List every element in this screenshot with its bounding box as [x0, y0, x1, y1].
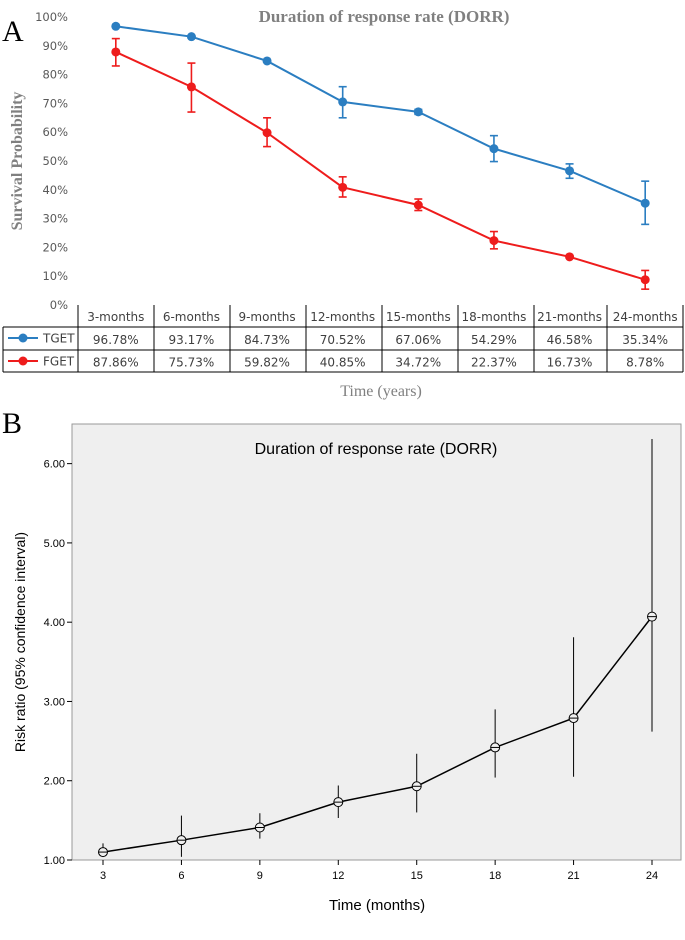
- y-tick-label: 10%: [42, 269, 68, 283]
- data-point-tget: [186, 32, 196, 42]
- x-tick-label: 21: [567, 870, 579, 882]
- table-value-cell-fget: 40.85%: [320, 356, 366, 370]
- risk-ratio-line: [102, 616, 653, 853]
- x-tick-label: 12: [332, 870, 344, 882]
- data-point-fget: [489, 236, 499, 246]
- data-point-fget: [262, 128, 272, 138]
- y-tick-label: 20%: [42, 240, 68, 254]
- y-tick-label: 1.00: [44, 855, 65, 867]
- table-value-cell-tget: 96.78%: [93, 333, 139, 347]
- panel-a-y-axis-label: Survival Probability: [9, 92, 26, 231]
- legend-tget: TGET: [8, 332, 75, 346]
- table-header-cell: 3-months: [87, 310, 144, 324]
- y-tick-label: 80%: [42, 68, 68, 82]
- x-tick-label: 18: [489, 870, 501, 882]
- series-line-fget: [115, 51, 646, 281]
- data-point-tget: [565, 166, 575, 176]
- series-line-tget: [115, 25, 646, 205]
- table-value-cell-fget: 75.73%: [169, 356, 215, 370]
- legend-tget-label: TGET: [42, 332, 75, 346]
- y-tick-label: 6.00: [44, 459, 65, 471]
- panel-a-y-axis: 0% 10% 20% 30% 40% 50% 60% 70% 80% 90% 100%: [35, 10, 68, 312]
- panel-b-plot-background: [71, 423, 682, 861]
- data-point-fget: [111, 47, 121, 57]
- x-tick-label: 24: [646, 870, 658, 882]
- panel-a-letter: A: [2, 15, 24, 48]
- y-tick-label: 100%: [35, 10, 68, 24]
- panel-a-title: Duration of response rate (DORR): [259, 7, 510, 26]
- x-tick-label: 6: [178, 870, 184, 882]
- table-value-cell-tget: 70.52%: [320, 333, 366, 347]
- panel-b-axes: 1.00 2.00 3.00 4.00 5.00 6.00 3 6 9 12 15 18 21 24: [44, 459, 659, 882]
- y-tick-label: 5.00: [44, 538, 65, 550]
- table-value-cell-fget: 34.72%: [395, 356, 441, 370]
- y-tick-label: 70%: [42, 96, 68, 110]
- data-point-tget: [413, 107, 423, 117]
- y-tick-label: 90%: [42, 39, 68, 53]
- table-header-cell: 12-months: [310, 310, 375, 324]
- table-grid: [2, 305, 684, 373]
- table-header-cell: 9-months: [238, 310, 295, 324]
- data-point-fget: [565, 252, 575, 262]
- x-tick-label: 15: [411, 870, 423, 882]
- table-header-cell: 24-months: [613, 310, 678, 324]
- legend-fget: FGET: [8, 355, 75, 369]
- y-tick-label: 60%: [42, 125, 68, 139]
- y-tick-label: 2.00: [44, 776, 65, 788]
- x-tick-label: 9: [257, 870, 263, 882]
- table-value-cell-tget: 46.58%: [547, 333, 593, 347]
- y-tick-label: 40%: [42, 183, 68, 197]
- table-value-cell-fget: 8.78%: [626, 356, 664, 370]
- data-point-tget: [489, 144, 499, 154]
- data-point-fget: [186, 82, 196, 92]
- table-header-cell: 15-months: [386, 310, 451, 324]
- panel-b-plot-area: [98, 439, 657, 858]
- y-tick-label: 30%: [42, 212, 68, 226]
- x-tick-label: 3: [100, 870, 106, 882]
- panel-a-data-table: 3-months 6-months 9-months 12-months 15-mont…: [2, 305, 684, 373]
- data-point-fget: [640, 275, 650, 285]
- panel-a-x-axis-label: Time (years): [340, 383, 422, 400]
- table-header-cell: 21-months: [537, 310, 602, 324]
- table-header-cell: 18-months: [462, 310, 527, 324]
- data-point-tget: [262, 56, 272, 66]
- table-header-cell: 6-months: [163, 310, 220, 324]
- table-value-cell-fget: 59.82%: [244, 356, 290, 370]
- table-value-cell-tget: 93.17%: [169, 333, 215, 347]
- table-value-cell-fget: 87.86%: [93, 356, 139, 370]
- table-value-cell-tget: 35.34%: [622, 333, 668, 347]
- y-tick-label: 3.00: [44, 696, 65, 708]
- panel-b-x-axis-label: Time (months): [329, 897, 425, 914]
- y-tick-label: 50%: [42, 154, 68, 168]
- data-point-tget: [338, 97, 348, 107]
- panel-b: B Duration of response rate (DORR) 1.00 2…: [2, 407, 682, 914]
- table-value-cell-fget: 22.37%: [471, 356, 517, 370]
- table-header-row: 3-months 6-months 9-months 12-months 15-mont…: [87, 310, 677, 324]
- legend-tget-marker: [18, 333, 28, 343]
- data-point-tget: [111, 21, 121, 31]
- panel-a-plot-area: [111, 21, 650, 290]
- panel-b-y-axis-label: Risk ratio (95% confidence interval): [12, 532, 28, 752]
- table-value-cell-tget: 54.29%: [471, 333, 517, 347]
- legend-fget-label: FGET: [43, 355, 75, 369]
- table-value-rows: 96.78% 93.17% 84.73% 70.52% 67.06% 54.29% 46.5…: [93, 333, 668, 370]
- table-value-cell-tget: 84.73%: [244, 333, 290, 347]
- table-value-cell-fget: 16.73%: [547, 356, 593, 370]
- panel-b-title: Duration of response rate (DORR): [255, 441, 498, 458]
- data-point-fget: [413, 200, 423, 210]
- y-tick-label: 0%: [50, 298, 68, 312]
- legend-fget-marker: [18, 356, 28, 366]
- data-point-fget: [338, 182, 348, 192]
- y-tick-label: 4.00: [44, 617, 65, 629]
- data-point-tget: [640, 198, 650, 208]
- panel-a: A Duration of response rate (DORR) 0% 10%…: [2, 7, 684, 400]
- panel-b-letter: B: [2, 407, 22, 440]
- table-value-cell-tget: 67.06%: [395, 333, 441, 347]
